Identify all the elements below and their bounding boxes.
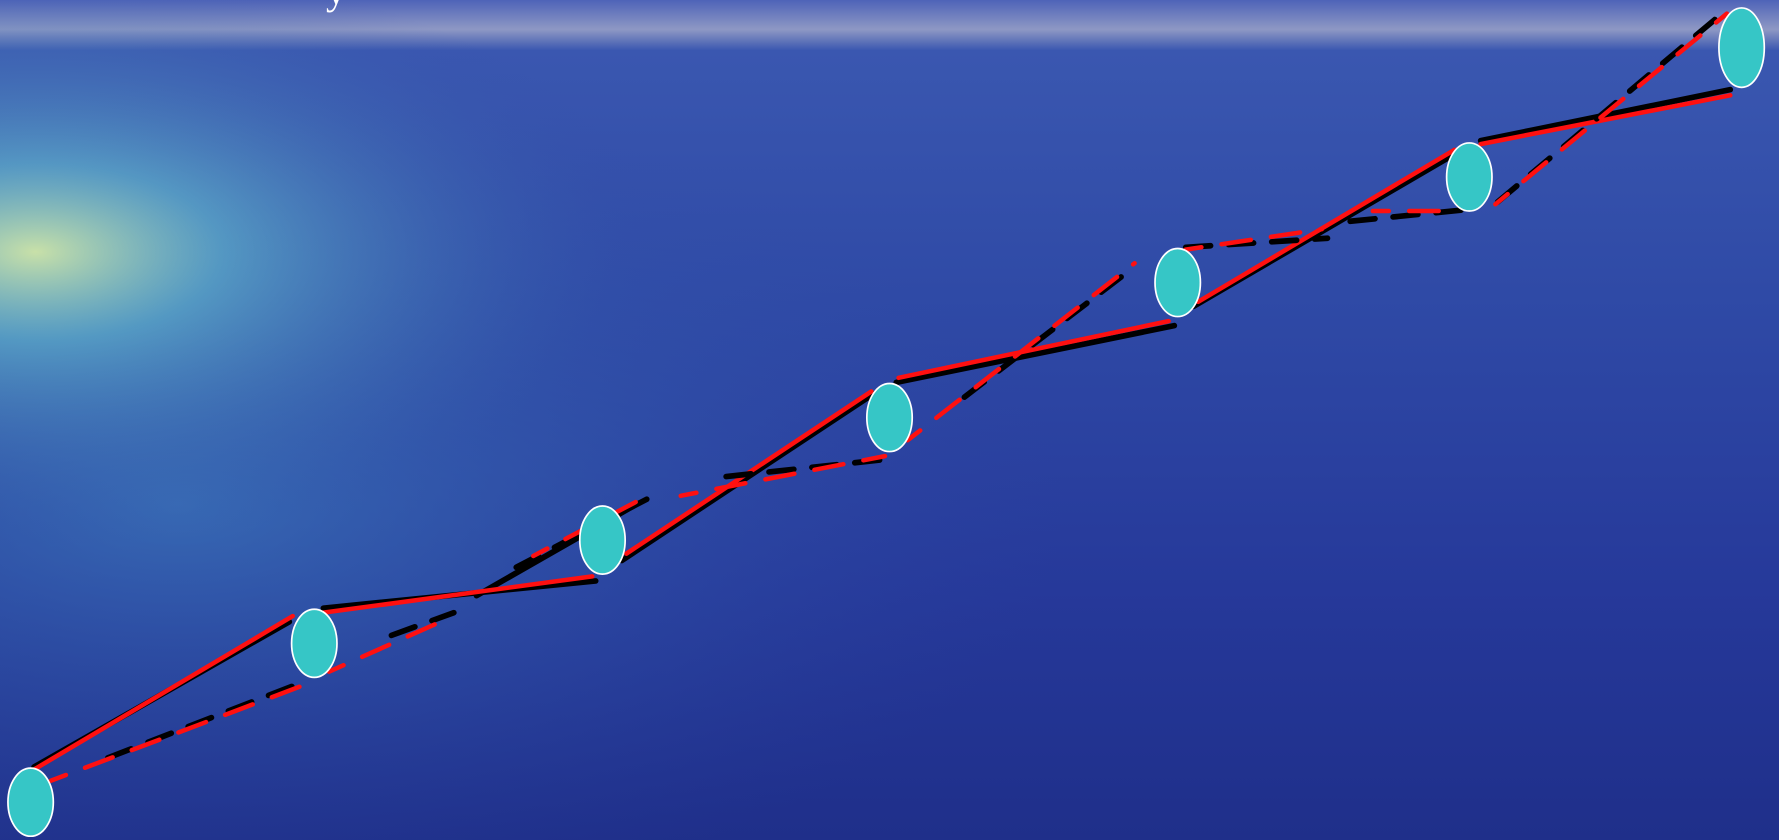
dashed-line xyxy=(326,616,451,674)
solid-red-lines xyxy=(28,93,1733,774)
dashed-line xyxy=(1183,226,1325,252)
node xyxy=(578,505,627,575)
dashed-line xyxy=(1493,11,1730,207)
solid-line xyxy=(618,390,877,564)
node xyxy=(7,767,55,838)
solid-line xyxy=(896,318,1171,381)
nodes xyxy=(7,7,1766,838)
dashed-line xyxy=(388,609,457,639)
dashed-red-lines xyxy=(48,11,1730,783)
dashed-line xyxy=(678,453,888,499)
header-text: y xyxy=(326,0,346,13)
solid-line xyxy=(28,613,295,774)
solid-line xyxy=(1478,93,1733,147)
dashed-line xyxy=(48,681,309,783)
node xyxy=(1154,247,1202,318)
node xyxy=(865,382,914,453)
dashed-line xyxy=(104,677,310,761)
solid-line xyxy=(1195,147,1457,305)
dashed-line xyxy=(961,263,1138,400)
solid-line xyxy=(321,574,595,615)
node xyxy=(290,608,338,679)
dashed-line xyxy=(905,260,1137,443)
node xyxy=(1445,142,1493,212)
dashed-line xyxy=(1347,207,1467,225)
dashed-line xyxy=(723,456,888,480)
dashed-line xyxy=(1182,235,1331,251)
solid-line xyxy=(893,322,1178,386)
connections xyxy=(28,8,1734,783)
node xyxy=(1718,7,1766,89)
